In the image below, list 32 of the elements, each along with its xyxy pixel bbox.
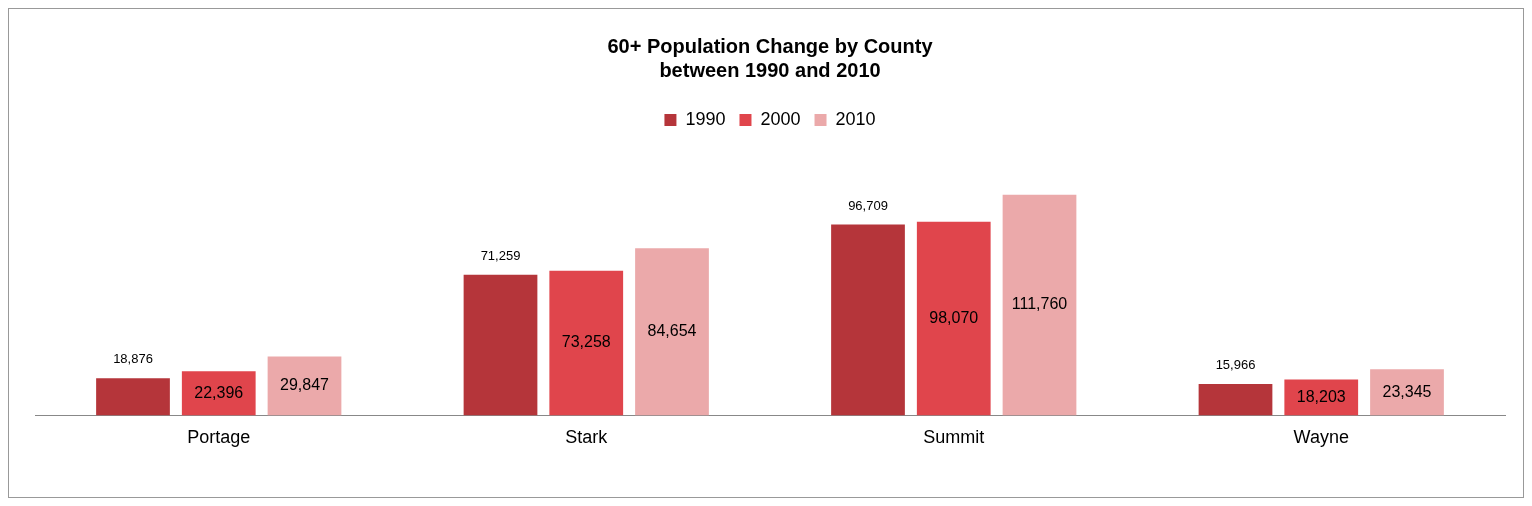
data-label: 98,070	[929, 309, 979, 326]
data-label: 22,396	[194, 383, 244, 401]
bar	[96, 378, 170, 416]
data-label: 111,760	[1011, 295, 1068, 313]
bar	[916, 221, 991, 416]
bar	[1198, 383, 1273, 416]
bar	[549, 270, 624, 416]
text: between 1990 and 2010	[659, 58, 881, 81]
data-label: 18,203	[1296, 387, 1346, 405]
data-label: 96,709	[848, 197, 888, 213]
data-label: 73,258	[561, 333, 611, 351]
data-label: 15,966	[1215, 356, 1256, 372]
x-tick-label: Stark	[565, 427, 609, 448]
data-label: 23,345	[1382, 382, 1432, 400]
x-tick-label: Summit	[923, 427, 985, 448]
text: 60+ Population Change by County	[607, 34, 933, 57]
data-label: 18,876	[113, 351, 153, 367]
bar	[463, 274, 538, 416]
data-label: 71,259	[480, 247, 521, 263]
legend-label: 2010	[835, 108, 876, 129]
legend-label: 2000	[760, 108, 801, 129]
data-label: 84,654	[647, 322, 697, 340]
bar	[181, 371, 256, 416]
bar	[635, 248, 709, 416]
bar	[831, 224, 905, 416]
bar	[1370, 369, 1444, 416]
x-tick-label: Portage	[187, 427, 251, 448]
x-tick-label: Wayne	[1293, 427, 1349, 448]
data-label: 29,847	[280, 376, 330, 394]
bar	[1002, 194, 1077, 416]
legend-label: 1990	[685, 108, 726, 129]
bar	[267, 356, 342, 416]
